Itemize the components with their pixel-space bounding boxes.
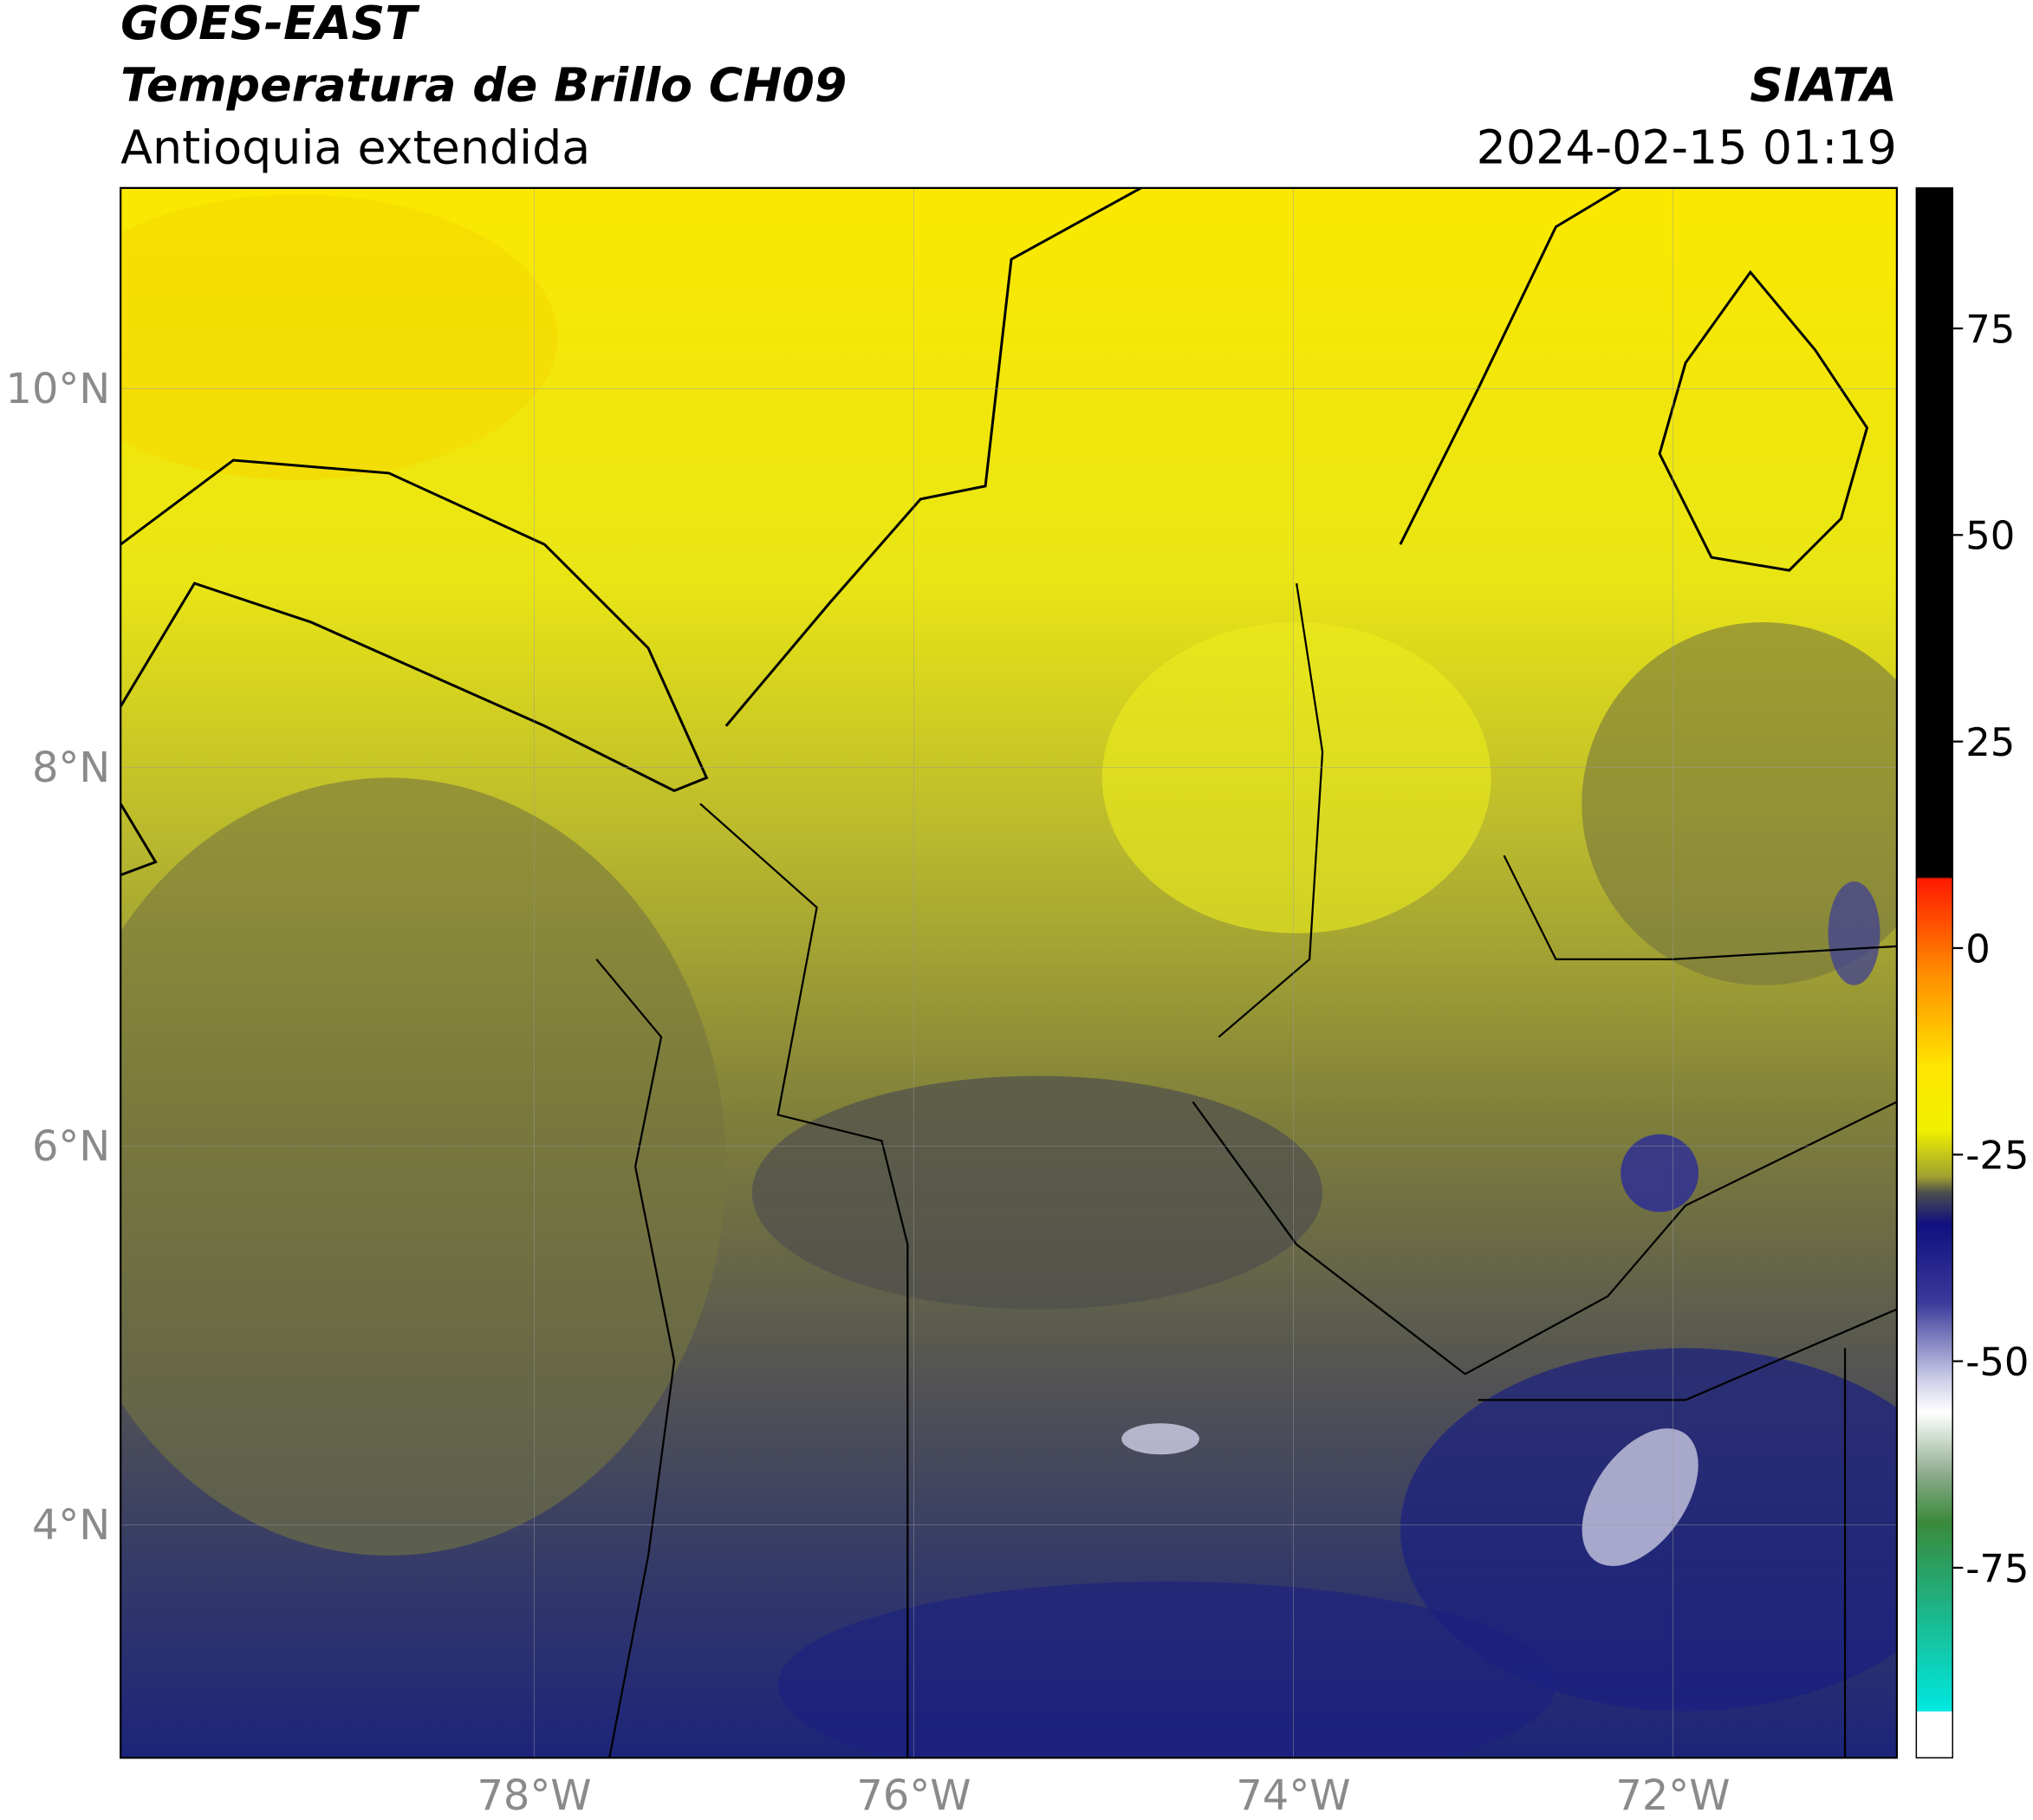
datetime-label: 2024-02-15 01:19 — [1477, 120, 1897, 174]
region-subtitle: Antioquia extendida — [120, 120, 590, 174]
x-tick-label: 72°W — [1615, 1772, 1730, 1820]
y-tick-label: 6°N — [32, 1123, 110, 1171]
colorbar-tick-label: 0 — [1965, 926, 1991, 972]
agency-label: SIATA — [1750, 58, 1897, 113]
colorbar-tick-label: 75 — [1965, 306, 2015, 352]
colorbar-tick-label: -50 — [1965, 1339, 2029, 1385]
map-image — [120, 187, 1897, 1758]
x-tick-label: 74°W — [1236, 1772, 1350, 1820]
colorbar-tick-label: 50 — [1965, 513, 2015, 559]
colorbar — [1915, 187, 1953, 1758]
y-tick-label: 4°N — [32, 1502, 110, 1550]
satellite-title: GOES-EAST — [120, 0, 420, 50]
product-title: Temperatura de Brillo CH09 — [120, 58, 847, 113]
y-tick-label: 10°N — [6, 366, 111, 413]
x-tick-label: 76°W — [856, 1772, 971, 1820]
map-frame — [120, 186, 1899, 1759]
colorbar-tick-label: -25 — [1965, 1133, 2029, 1179]
colorbar-tick-label: -75 — [1965, 1545, 2029, 1591]
y-tick-label: 8°N — [32, 744, 110, 792]
graticule — [120, 187, 1897, 1758]
x-tick-label: 78°W — [477, 1772, 591, 1820]
colorbar-tick-label: 25 — [1965, 719, 2015, 765]
